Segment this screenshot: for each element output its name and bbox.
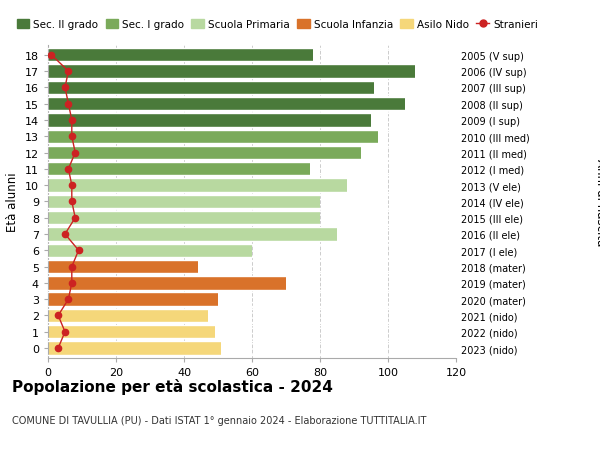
Bar (48, 130, 378, 144)
Text: COMUNE DI TAVULLIA (PU) - Dati ISTAT 1° gennaio 2024 - Elaborazione TUTTITALIA.I: COMUNE DI TAVULLIA (PU) - Dati ISTAT 1° … (12, 415, 427, 425)
Y-axis label: Età alunni: Età alunni (6, 172, 19, 232)
Bar (48, 228, 337, 241)
Bar (48, 65, 415, 78)
Bar (48, 98, 405, 111)
Legend: Sec. II grado, Sec. I grado, Scuola Primaria, Scuola Infanzia, Asilo Nido, Stran: Sec. II grado, Sec. I grado, Scuola Prim… (13, 16, 542, 34)
Bar (48, 325, 215, 339)
Y-axis label: Anni di nascita: Anni di nascita (593, 158, 600, 246)
Bar (48, 146, 361, 160)
Bar (48, 293, 218, 306)
Bar (48, 114, 371, 127)
Text: Popolazione per età scolastica - 2024: Popolazione per età scolastica - 2024 (12, 379, 333, 395)
Bar (48, 260, 197, 274)
Bar (48, 49, 313, 62)
Bar (48, 163, 310, 176)
Bar (48, 277, 286, 290)
Bar (48, 244, 252, 257)
Bar (48, 82, 374, 95)
Bar (48, 309, 208, 322)
Bar (48, 179, 347, 192)
Bar (48, 212, 320, 225)
Bar (48, 341, 221, 355)
Bar (48, 195, 320, 209)
